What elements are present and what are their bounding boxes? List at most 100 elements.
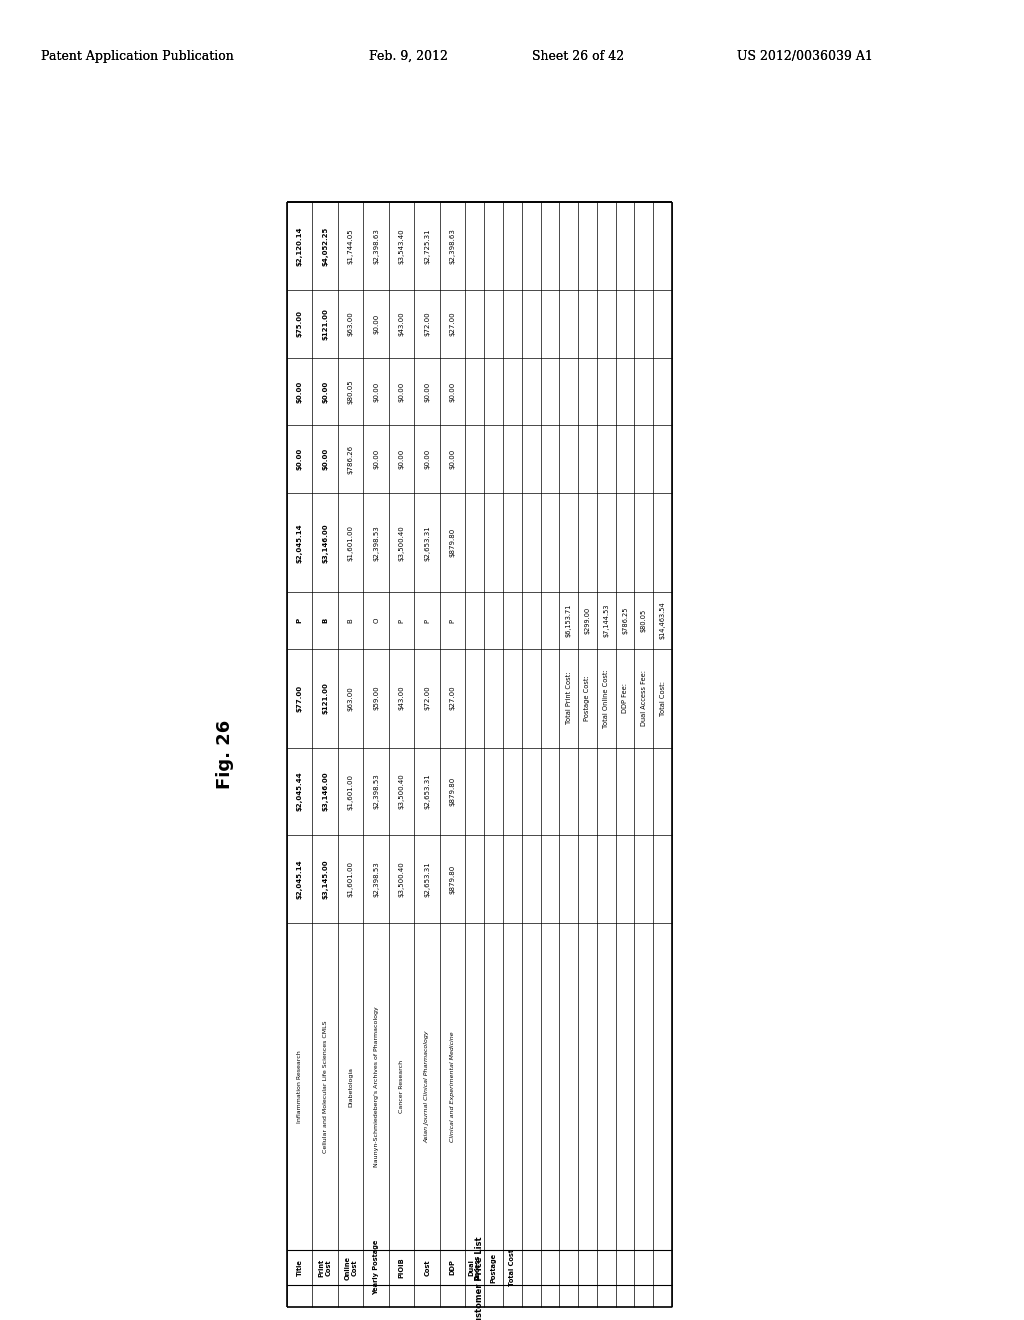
Text: $43.00: $43.00 <box>398 312 404 337</box>
Text: $0.00: $0.00 <box>297 380 303 403</box>
Text: $3,500.40: $3,500.40 <box>398 525 404 561</box>
Text: $786.26: $786.26 <box>348 445 353 474</box>
Text: Postage Cost:: Postage Cost: <box>585 676 591 721</box>
Text: $0.00: $0.00 <box>373 314 379 334</box>
Text: $80.05: $80.05 <box>641 609 647 632</box>
Text: DDP Fee:: DDP Fee: <box>622 684 628 713</box>
Text: $0.00: $0.00 <box>450 381 456 401</box>
Text: Sheet 26 of 42: Sheet 26 of 42 <box>532 50 625 63</box>
Text: Total Cost: Total Cost <box>509 1249 515 1286</box>
Text: Fig. 26: Fig. 26 <box>216 719 234 789</box>
Text: $3,146.00: $3,146.00 <box>323 772 329 812</box>
Text: $14,463.54: $14,463.54 <box>659 602 666 639</box>
Text: Total Cost:: Total Cost: <box>659 681 666 715</box>
Text: $3,146.00: $3,146.00 <box>323 523 329 562</box>
Text: 2007 Customer Price List: 2007 Customer Price List <box>475 1237 484 1320</box>
Text: $879.80: $879.80 <box>450 865 456 894</box>
Text: $0.00: $0.00 <box>424 381 430 401</box>
Text: $0.00: $0.00 <box>323 380 329 403</box>
Text: $43.00: $43.00 <box>398 686 404 710</box>
Text: $2,398.53: $2,398.53 <box>373 774 379 809</box>
Text: $2,120.14: $2,120.14 <box>297 227 303 265</box>
Text: $72.00: $72.00 <box>424 312 430 337</box>
Text: $121.00: $121.00 <box>323 682 329 714</box>
Text: $3,543.40: $3,543.40 <box>398 228 404 264</box>
Text: $0.00: $0.00 <box>450 449 456 470</box>
Text: Inflammation Research: Inflammation Research <box>297 1051 302 1123</box>
Text: Clinical and Experimental Medicine: Clinical and Experimental Medicine <box>451 1031 456 1142</box>
Text: $2,045.14: $2,045.14 <box>297 859 303 899</box>
Text: $2,398.63: $2,398.63 <box>373 228 379 264</box>
Text: P: P <box>398 619 404 623</box>
Text: $72.00: $72.00 <box>424 686 430 710</box>
Text: $2,653.31: $2,653.31 <box>424 774 430 809</box>
Text: Cellular and Molecular Life Sciences CMLS: Cellular and Molecular Life Sciences CML… <box>323 1020 328 1152</box>
Text: $27.00: $27.00 <box>450 686 456 710</box>
Text: $4,052.25: $4,052.25 <box>323 227 329 265</box>
Text: DDP: DDP <box>450 1259 456 1275</box>
Text: $2,045.14: $2,045.14 <box>297 523 303 562</box>
Text: Total Online Cost:: Total Online Cost: <box>603 669 609 727</box>
Text: $6,153.71: $6,153.71 <box>565 603 571 638</box>
Text: Patent Application Publication: Patent Application Publication <box>41 50 233 63</box>
Text: $879.80: $879.80 <box>450 528 456 557</box>
Text: $299.00: $299.00 <box>585 607 591 634</box>
Text: Diabetologia: Diabetologia <box>348 1067 353 1106</box>
Text: $121.00: $121.00 <box>323 308 329 339</box>
Text: Yearly Postage: Yearly Postage <box>373 1239 379 1295</box>
Text: $2,398.63: $2,398.63 <box>450 228 456 264</box>
Text: P: P <box>297 618 303 623</box>
Text: P: P <box>450 619 456 623</box>
Text: $0.00: $0.00 <box>373 381 379 401</box>
Text: US 2012/0036039 A1: US 2012/0036039 A1 <box>737 50 873 63</box>
Text: $0.00: $0.00 <box>297 449 303 470</box>
Text: Total Print Cost:: Total Print Cost: <box>565 672 571 725</box>
Text: $80.05: $80.05 <box>348 379 353 404</box>
Text: Naunyn-Schmiedeberg's Archives of Pharmacology: Naunyn-Schmiedeberg's Archives of Pharma… <box>374 1006 379 1167</box>
Text: Feb. 9, 2012: Feb. 9, 2012 <box>369 50 447 63</box>
Text: $879.80: $879.80 <box>450 777 456 807</box>
Text: $2,398.53: $2,398.53 <box>373 525 379 561</box>
Text: $1,744.05: $1,744.05 <box>348 228 353 264</box>
Text: $75.00: $75.00 <box>297 310 303 338</box>
Text: $0.00: $0.00 <box>373 449 379 470</box>
Text: B: B <box>323 618 329 623</box>
Text: Cost: Cost <box>424 1259 430 1275</box>
Text: Print
Cost: Print Cost <box>318 1258 332 1276</box>
Text: Patent Application Publication: Patent Application Publication <box>41 50 233 63</box>
Text: B: B <box>348 618 353 623</box>
Text: $77.00: $77.00 <box>297 685 303 711</box>
Text: Feb. 9, 2012: Feb. 9, 2012 <box>369 50 447 63</box>
Text: $786.25: $786.25 <box>622 607 628 634</box>
Text: $2,653.31: $2,653.31 <box>424 525 430 561</box>
Text: $7,144.53: $7,144.53 <box>603 603 609 638</box>
Text: Sheet 26 of 42: Sheet 26 of 42 <box>532 50 625 63</box>
Text: Dual
Access: Dual Access <box>468 1255 481 1280</box>
Text: $0.00: $0.00 <box>323 449 329 470</box>
Text: $63.00: $63.00 <box>348 686 353 710</box>
Text: Cancer Research: Cancer Research <box>399 1060 404 1113</box>
Text: Dual Access Fee:: Dual Access Fee: <box>641 671 647 726</box>
Text: Title: Title <box>297 1259 303 1276</box>
Text: $0.00: $0.00 <box>398 449 404 470</box>
Text: $2,653.31: $2,653.31 <box>424 862 430 898</box>
Text: Postage: Postage <box>490 1253 497 1283</box>
Text: Online
Cost: Online Cost <box>344 1255 357 1279</box>
Text: O: O <box>373 618 379 623</box>
Text: $63.00: $63.00 <box>348 312 353 337</box>
Text: P: P <box>424 619 430 623</box>
Text: US 2012/0036039 A1: US 2012/0036039 A1 <box>737 50 873 63</box>
Text: $2,045.44: $2,045.44 <box>297 772 303 812</box>
Text: $3,500.40: $3,500.40 <box>398 862 404 898</box>
Text: $3,500.40: $3,500.40 <box>398 774 404 809</box>
Text: $1,601.00: $1,601.00 <box>348 525 353 561</box>
Text: $3,145.00: $3,145.00 <box>323 859 329 899</box>
Text: PIOIB: PIOIB <box>398 1257 404 1278</box>
Text: $1,601.00: $1,601.00 <box>348 774 353 809</box>
Text: $2,725.31: $2,725.31 <box>424 228 430 264</box>
Text: Asian Journal Clinical Pharmacology: Asian Journal Clinical Pharmacology <box>425 1030 430 1143</box>
Text: $1,601.00: $1,601.00 <box>348 861 353 898</box>
Text: $0.00: $0.00 <box>398 381 404 401</box>
Text: $59.00: $59.00 <box>373 686 379 710</box>
Text: $27.00: $27.00 <box>450 312 456 337</box>
